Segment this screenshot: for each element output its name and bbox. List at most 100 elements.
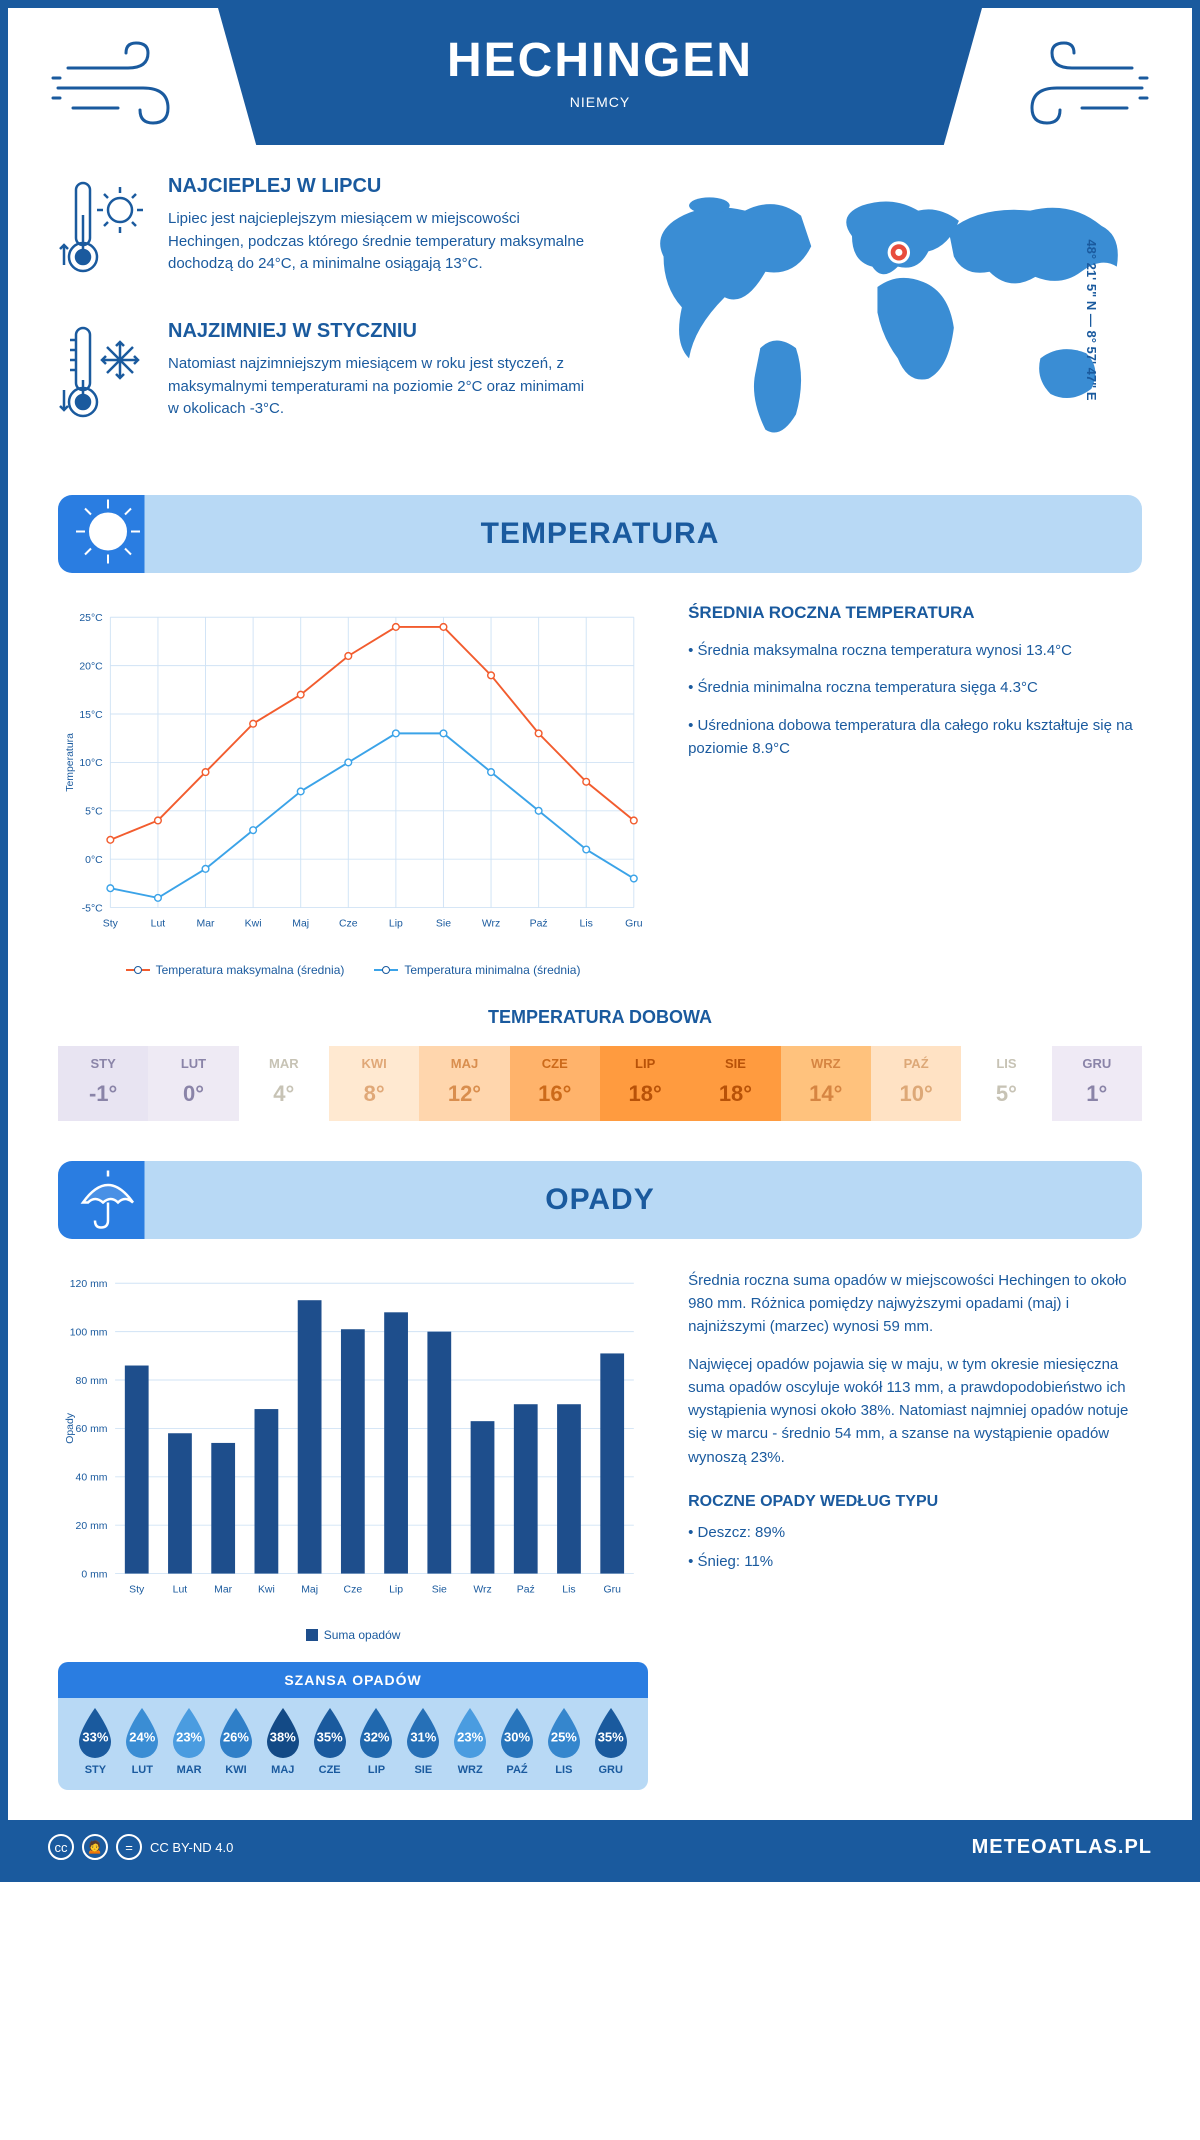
title-banner: HECHINGEN NIEMCY	[218, 8, 982, 145]
svg-text:Lut: Lut	[151, 919, 166, 930]
map-column: 48° 21' 5" N — 8° 57' 47" E	[633, 175, 1142, 465]
svg-text:20 mm: 20 mm	[76, 1521, 108, 1532]
fact-cold-text: Natomiast najzimniejszym miesiącem w rok…	[168, 353, 593, 421]
temp-bullet-2: • Uśredniona dobowa temperatura dla całe…	[688, 714, 1142, 761]
chance-box: SZANSA OPADÓW 33% STY 24% LUT 23%	[58, 1662, 648, 1790]
precip-types: ROCZNE OPADY WEDŁUG TYPU • Deszcz: 89% •…	[688, 1493, 1142, 1574]
precip-rain: • Deszcz: 89%	[688, 1521, 1142, 1544]
coordinates: 48° 21' 5" N — 8° 57' 47" E	[1084, 240, 1099, 401]
license-text: CC BY-ND 4.0	[150, 1840, 233, 1855]
svg-text:5°C: 5°C	[85, 807, 103, 818]
precip-types-title: ROCZNE OPADY WEDŁUG TYPU	[688, 1493, 1142, 1511]
temp-cell: MAR 4°	[239, 1046, 329, 1121]
bar-chart-legend: Suma opadów	[58, 1628, 648, 1642]
svg-text:Opady: Opady	[65, 1412, 76, 1444]
svg-text:0 mm: 0 mm	[81, 1569, 107, 1580]
svg-text:80 mm: 80 mm	[76, 1376, 108, 1387]
fact-hot-title: NAJCIEPLEJ W LIPCU	[168, 175, 593, 198]
temp-bullet-1: • Średnia minimalna roczna temperatura s…	[688, 676, 1142, 699]
svg-text:40 mm: 40 mm	[76, 1472, 108, 1483]
license-block: cc 🙍 = CC BY-ND 4.0	[48, 1834, 233, 1860]
svg-text:Mar: Mar	[214, 1584, 233, 1595]
thermometer-snowflake-icon	[58, 320, 148, 435]
drop-item: 32% LIP	[353, 1706, 400, 1776]
drop-item: 33% STY	[72, 1706, 119, 1776]
daily-temp-table: TEMPERATURA DOBOWA STY -1° LUT 0° MAR 4°…	[8, 1007, 1192, 1161]
svg-text:Lip: Lip	[389, 1584, 403, 1595]
temp-cell: LUT 0°	[148, 1046, 238, 1121]
fact-hot: NAJCIEPLEJ W LIPCU Lipiec jest najcieple…	[58, 175, 593, 290]
svg-text:Paź: Paź	[530, 919, 548, 930]
sun-icon	[73, 497, 143, 572]
temp-chart-row: -5°C0°C5°C10°C15°C20°C25°CStyLutMarKwiMa…	[8, 603, 1192, 1007]
drop-item: 31% SIE	[400, 1706, 447, 1776]
section-title: TEMPERATURA	[88, 517, 1112, 551]
svg-text:Kwi: Kwi	[258, 1584, 275, 1595]
temp-line-chart: -5°C0°C5°C10°C15°C20°C25°CStyLutMarKwiMa…	[58, 603, 648, 977]
chance-title: SZANSA OPADÓW	[68, 1662, 638, 1698]
wind-icon-right	[1012, 38, 1152, 143]
facts-column: NAJCIEPLEJ W LIPCU Lipiec jest najcieple…	[58, 175, 593, 465]
svg-text:Temperatura: Temperatura	[65, 733, 76, 792]
svg-text:Paź: Paź	[517, 1584, 535, 1595]
svg-text:Maj: Maj	[301, 1584, 318, 1595]
header: HECHINGEN NIEMCY	[8, 8, 1192, 155]
umbrella-icon	[73, 1162, 143, 1237]
wind-icon-left	[48, 38, 188, 143]
drop-item: 23% WRZ	[447, 1706, 494, 1776]
svg-text:15°C: 15°C	[79, 710, 103, 721]
temp-cell: LIS 5°	[961, 1046, 1051, 1121]
precip-snow: • Śnieg: 11%	[688, 1550, 1142, 1573]
site-name: METEOATLAS.PL	[972, 1836, 1152, 1859]
section-title: OPADY	[88, 1183, 1112, 1217]
temp-cell: MAJ 12°	[419, 1046, 509, 1121]
svg-text:Gru: Gru	[625, 919, 643, 930]
legend-sum: Suma opadów	[324, 1628, 401, 1642]
fact-cold: NAJZIMNIEJ W STYCZNIU Natomiast najzimni…	[58, 320, 593, 435]
svg-text:Lip: Lip	[389, 919, 403, 930]
precip-bar-chart: 0 mm20 mm40 mm60 mm80 mm100 mm120 mmOpad…	[58, 1269, 648, 1791]
section-temperature-header: TEMPERATURA	[58, 495, 1142, 573]
line-chart-legend: Temperatura maksymalna (średnia) Tempera…	[58, 963, 648, 977]
svg-text:Mar: Mar	[197, 919, 216, 930]
temp-bullet-0: • Średnia maksymalna roczna temperatura …	[688, 639, 1142, 662]
nd-icon: =	[116, 1834, 142, 1860]
by-icon: 🙍	[82, 1834, 108, 1860]
svg-text:Wrz: Wrz	[482, 919, 500, 930]
svg-text:Lis: Lis	[562, 1584, 575, 1595]
temp-summary-title: ŚREDNIA ROCZNA TEMPERATURA	[688, 603, 1142, 623]
svg-text:25°C: 25°C	[79, 613, 103, 624]
svg-text:20°C: 20°C	[79, 662, 103, 673]
world-map-icon	[633, 175, 1142, 460]
svg-text:Gru: Gru	[603, 1584, 621, 1595]
precip-text-2: Najwięcej opadów pojawia się w maju, w t…	[688, 1353, 1142, 1469]
svg-text:Wrz: Wrz	[473, 1584, 491, 1595]
drop-item: 30% PAŹ	[494, 1706, 541, 1776]
daily-temp-title: TEMPERATURA DOBOWA	[58, 1007, 1142, 1028]
svg-text:Sty: Sty	[129, 1584, 145, 1595]
page-wrapper: HECHINGEN NIEMCY	[0, 0, 1200, 1882]
cc-icon: cc	[48, 1834, 74, 1860]
legend-max: Temperatura maksymalna (średnia)	[156, 963, 345, 977]
drop-item: 24% LUT	[119, 1706, 166, 1776]
svg-text:0°C: 0°C	[85, 855, 103, 866]
temp-cell: GRU 1°	[1052, 1046, 1142, 1121]
svg-text:120 mm: 120 mm	[70, 1279, 108, 1290]
temp-cell: STY -1°	[58, 1046, 148, 1121]
precip-text: Średnia roczna suma opadów w miejscowośc…	[688, 1269, 1142, 1791]
svg-text:Lis: Lis	[580, 919, 593, 930]
thermometer-sun-icon	[58, 175, 148, 290]
svg-text:Sie: Sie	[436, 919, 451, 930]
temp-cell: PAŹ 10°	[871, 1046, 961, 1121]
temp-cell: KWI 8°	[329, 1046, 419, 1121]
drop-item: 25% LIS	[540, 1706, 587, 1776]
temp-summary: ŚREDNIA ROCZNA TEMPERATURA • Średnia mak…	[688, 603, 1142, 977]
temp-cell: LIP 18°	[600, 1046, 690, 1121]
fact-hot-text: Lipiec jest najcieplejszym miesiącem w m…	[168, 208, 593, 276]
drop-item: 23% MAR	[166, 1706, 213, 1776]
svg-text:Sie: Sie	[432, 1584, 447, 1595]
svg-text:Cze: Cze	[339, 919, 358, 930]
temp-cell: WRZ 14°	[781, 1046, 871, 1121]
drop-item: 26% KWI	[213, 1706, 260, 1776]
drop-item: 35% CZE	[306, 1706, 353, 1776]
